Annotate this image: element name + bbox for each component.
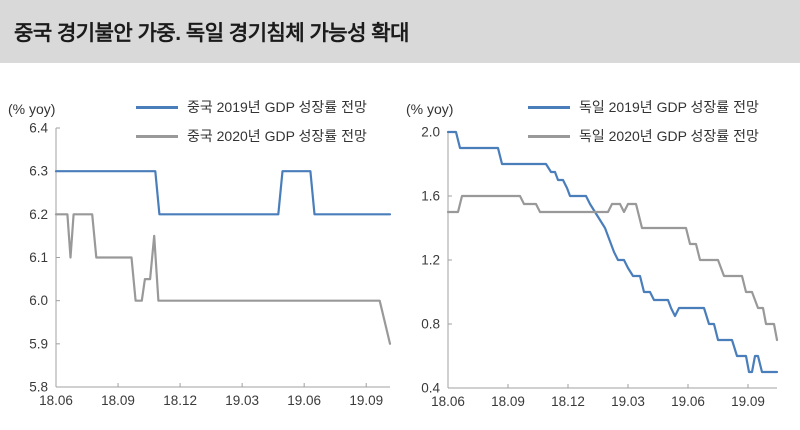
y-tick-label: 6.1 (29, 250, 48, 265)
y-tick-label: 0.4 (421, 381, 440, 396)
gray-line-swatch (528, 134, 570, 138)
x-tick-label: 19.06 (671, 394, 705, 409)
germany-chart-plot: 0.4 0.8 1.2 1.6 2.0 18.06 18.09 18.12 19.03 19.06… (421, 125, 779, 409)
x-tick-label: 19.03 (611, 394, 645, 409)
germany-legend-item-2020: 독일 2020년 GDP 성장률 전망 (528, 126, 759, 146)
y-tick-label: 5.8 (29, 380, 48, 395)
china-unit-label: (% yoy) (8, 101, 56, 117)
figure-title-bar: 중국 경기불안 가중. 독일 경기침체 가능성 확대 (0, 0, 800, 63)
x-tick-label: 18.09 (101, 393, 135, 408)
blue-line-swatch (528, 105, 570, 109)
china-gdp-chart: (% yoy) 중국 2019년 GDP 성장률 전망 중국 2020년 GDP… (0, 63, 400, 430)
germany-legend-label-2019: 독일 2019년 GDP 성장률 전망 (579, 99, 759, 115)
y-tick-label: 6.0 (29, 293, 48, 308)
china-legend-item-2019: 중국 2019년 GDP 성장률 전망 (136, 97, 367, 117)
x-tick-label: 18.12 (551, 394, 585, 409)
y-tick-label: 0.8 (421, 317, 440, 332)
y-tick-label: 6.3 (29, 164, 48, 179)
x-tick-label: 19.09 (349, 393, 383, 408)
germany-legend: 독일 2019년 GDP 성장률 전망 독일 2020년 GDP 성장률 전망 (528, 97, 759, 155)
gray-line-swatch (136, 134, 178, 138)
y-tick-label: 6.4 (29, 121, 48, 136)
china-legend-label-2020: 중국 2020년 GDP 성장률 전망 (187, 128, 367, 144)
y-tick-label: 1.2 (421, 253, 440, 268)
germany-legend-label-2020: 독일 2020년 GDP 성장률 전망 (579, 128, 759, 144)
china-chart-plot: 5.8 5.9 6.0 6.1 6.2 6.3 6.4 18.06 18.09 18.12 19.0… (29, 121, 392, 408)
x-tick-label: 19.03 (225, 393, 259, 408)
y-tick-label: 1.6 (421, 189, 440, 204)
x-tick-label: 18.12 (163, 393, 197, 408)
china-gdp-forecast-series-line-0 (54, 170, 392, 216)
china-legend: 중국 2019년 GDP 성장률 전망 중국 2020년 GDP 성장률 전망 (136, 97, 367, 155)
germany-gdp-forecast-series-line-1 (446, 194, 779, 342)
germany-unit-label: (% yoy) (406, 101, 454, 117)
germany-gdp-forecast-series-line-0 (446, 130, 779, 374)
x-tick-label: 18.06 (431, 394, 465, 409)
x-tick-label: 18.09 (491, 394, 525, 409)
x-tick-label: 19.09 (731, 394, 765, 409)
y-tick-label: 2.0 (421, 125, 440, 140)
china-legend-item-2020: 중국 2020년 GDP 성장률 전망 (136, 126, 367, 146)
x-tick-label: 19.06 (287, 393, 321, 408)
figure-title: 중국 경기불안 가중. 독일 경기침체 가능성 확대 (14, 21, 409, 45)
china-legend-label-2019: 중국 2019년 GDP 성장률 전망 (187, 99, 367, 115)
x-tick-label: 18.06 (39, 393, 73, 408)
china-gdp-forecast-series-line-1 (54, 213, 392, 345)
y-tick-label: 5.9 (29, 336, 48, 351)
charts-area: (% yoy) 중국 2019년 GDP 성장률 전망 중국 2020년 GDP… (0, 63, 800, 430)
y-tick-label: 6.2 (29, 207, 48, 222)
germany-legend-item-2019: 독일 2019년 GDP 성장률 전망 (528, 97, 759, 117)
blue-line-swatch (136, 105, 178, 109)
germany-gdp-chart: (% yoy) 독일 2019년 GDP 성장률 전망 독일 2020년 GDP… (400, 63, 800, 430)
